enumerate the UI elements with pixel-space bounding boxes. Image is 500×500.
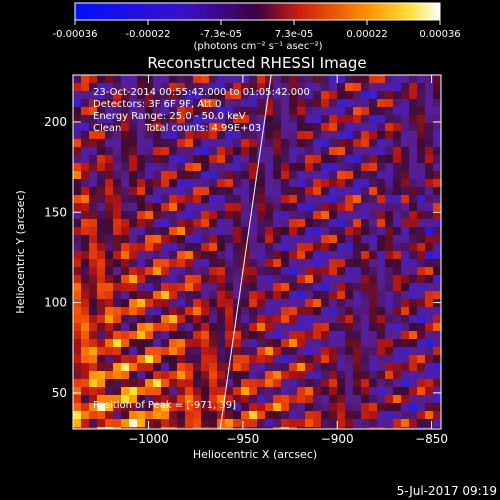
colorbar-tick-label: -0.00022 xyxy=(126,29,171,40)
colorbar-tick-label: 0.00036 xyxy=(419,29,460,40)
solar-limb-line xyxy=(219,74,272,430)
y-tick-label: 150 xyxy=(44,205,67,219)
annotation-energy-range: Energy Range: 25.0 - 50.0 keV xyxy=(93,111,246,122)
colorbar-tick-label: 7.3e-05 xyxy=(275,29,313,40)
heatmap-image xyxy=(73,75,441,429)
x-tick-label: −1000 xyxy=(128,432,169,446)
y-tick-label: 50 xyxy=(52,386,67,400)
colorbar-tick-label: -0.00036 xyxy=(53,29,98,40)
colorbar-unit-label: (photons cm⁻² s⁻¹ asec⁻²) xyxy=(193,41,322,52)
render-timestamp: 5-Jul-2017 09:19 xyxy=(397,484,497,498)
annotation-method: Clean xyxy=(93,123,121,134)
y-tick-label: 100 xyxy=(44,296,67,310)
x-tick-label: −950 xyxy=(226,432,259,446)
colorbar-ticks: -0.00036 -0.00022 -7.3e-05 7.3e-05 0.00022 0.… xyxy=(53,20,461,40)
peak-position-label: Position of Peak = [-971, 39] xyxy=(93,400,236,411)
y-axis-label: Heliocentric Y (arcsec) xyxy=(14,190,27,314)
chart-title: Reconstructed RHESSI Image xyxy=(147,54,366,72)
x-axis-label: Heliocentric X (arcsec) xyxy=(193,448,317,461)
annotation-detectors: Detectors: 3F 6F 9F, Att 0 xyxy=(93,99,221,110)
y-tick-label: 200 xyxy=(44,115,67,129)
x-tick-label: −850 xyxy=(415,432,448,446)
x-tick-label: −900 xyxy=(321,432,354,446)
plot-frame xyxy=(72,74,442,430)
annotation-total-counts: Total counts: 4.99E+03 xyxy=(144,123,261,134)
annotation-time-range: 23-Oct-2014 00:55:42.000 to 01:05:42.000 xyxy=(93,87,310,98)
colorbar xyxy=(74,2,441,21)
colorbar-tick-label: 0.00022 xyxy=(346,29,387,40)
colorbar-tick-label: -7.3e-05 xyxy=(200,29,242,40)
axis-ticks: −1000 −950 −900 −850 50 100 150 200 xyxy=(44,75,448,446)
